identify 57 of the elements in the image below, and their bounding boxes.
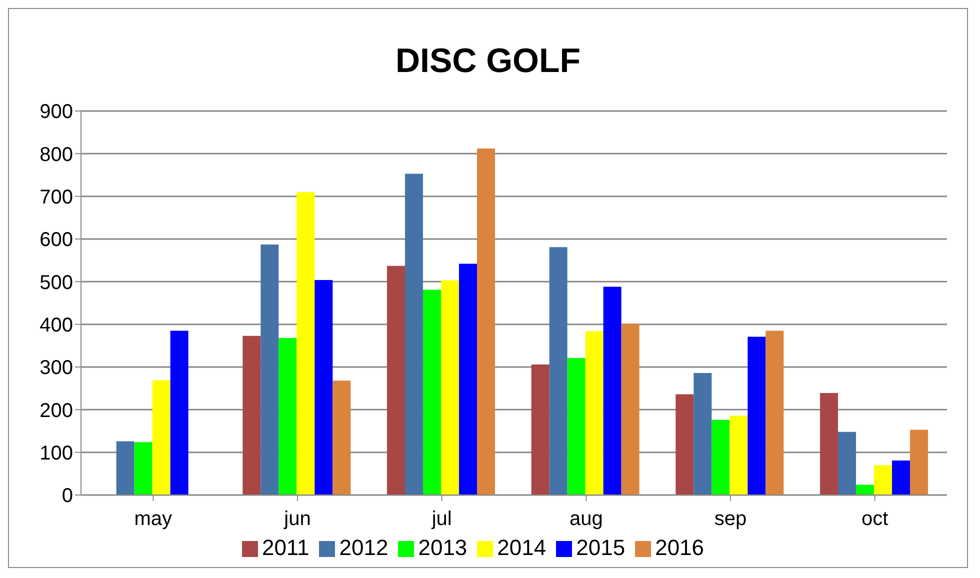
x-tick-label: oct bbox=[861, 508, 889, 530]
bar bbox=[531, 364, 550, 495]
bar bbox=[260, 244, 279, 495]
bar bbox=[766, 330, 784, 495]
y-tick-label: 600 bbox=[40, 229, 73, 252]
bar bbox=[838, 432, 856, 495]
legend-label: 2015 bbox=[576, 535, 626, 560]
bar bbox=[332, 380, 351, 495]
y-tick-label: 500 bbox=[40, 272, 73, 294]
bar bbox=[440, 280, 459, 495]
bar bbox=[278, 338, 297, 495]
bar bbox=[621, 324, 640, 495]
bar bbox=[748, 336, 766, 495]
bar bbox=[603, 286, 622, 495]
bar bbox=[676, 394, 694, 495]
bar bbox=[549, 247, 568, 495]
x-tick-label: sep bbox=[714, 508, 747, 530]
bar bbox=[892, 460, 910, 495]
bar bbox=[296, 192, 315, 495]
x-tick-label: jul bbox=[430, 508, 452, 530]
bar bbox=[820, 393, 838, 495]
legend-label: 2012 bbox=[339, 535, 388, 560]
bar bbox=[116, 441, 134, 495]
y-tick-label: 900 bbox=[40, 101, 73, 124]
y-tick-label: 100 bbox=[40, 442, 73, 464]
bar bbox=[170, 330, 188, 495]
bar bbox=[567, 358, 586, 495]
y-tick-label: 800 bbox=[40, 144, 73, 166]
bar bbox=[712, 420, 730, 495]
legend-label: 2011 bbox=[262, 535, 310, 560]
y-tick-label: 700 bbox=[40, 186, 73, 208]
bar bbox=[458, 264, 477, 495]
legend-label: 2016 bbox=[655, 535, 704, 560]
bar bbox=[242, 336, 261, 495]
x-tick-label: may bbox=[134, 508, 172, 530]
bar bbox=[694, 372, 712, 495]
x-tick-label: jun bbox=[283, 508, 311, 530]
bar bbox=[152, 380, 170, 495]
bar bbox=[404, 174, 423, 495]
bar bbox=[730, 416, 748, 495]
bar bbox=[856, 484, 874, 495]
bar bbox=[476, 148, 495, 495]
bar bbox=[422, 290, 441, 495]
y-tick-label: 400 bbox=[40, 314, 73, 336]
x-tick-label: aug bbox=[569, 508, 603, 530]
bar bbox=[874, 465, 892, 495]
y-tick-label: 300 bbox=[40, 357, 73, 380]
bar bbox=[386, 266, 405, 495]
chart-title: DISC GOLF bbox=[394, 41, 582, 82]
bar bbox=[910, 430, 928, 495]
legend-label: 2013 bbox=[418, 535, 468, 560]
bar bbox=[134, 442, 152, 495]
bar bbox=[585, 331, 604, 495]
bar bbox=[314, 280, 333, 495]
legend-label: 2014 bbox=[497, 535, 546, 560]
y-tick-label: 200 bbox=[40, 400, 73, 422]
y-tick-label: 0 bbox=[62, 485, 73, 508]
